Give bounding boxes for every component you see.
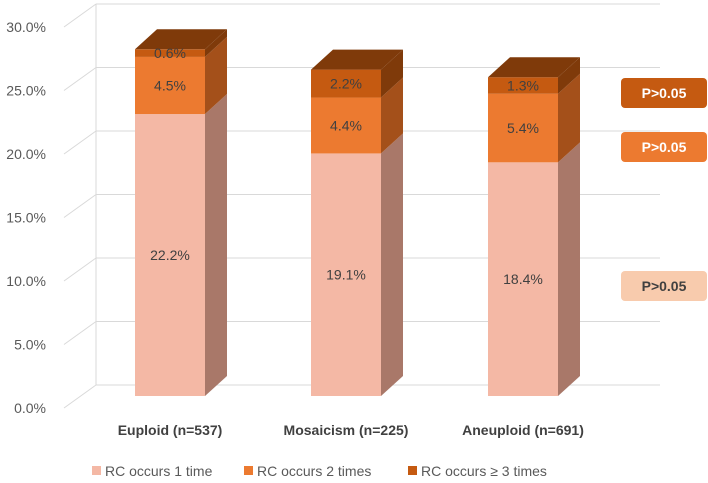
- gridline-depth: [63, 194, 97, 218]
- p-value-badge: [621, 271, 707, 301]
- bar-euploid-rc-occurs-2-times-side: [205, 36, 227, 115]
- data-label: 22.2%: [150, 247, 190, 263]
- bar-aneuploid-rc-occurs-3-times-front: [488, 77, 558, 94]
- y-tick-label: 10.0%: [6, 273, 46, 289]
- bar-euploid-rc-occurs-1-time-side: [205, 94, 227, 396]
- bar-mosaicism-rc-occurs-2-times-side: [381, 77, 403, 154]
- p-value-text: P>0.05: [642, 85, 687, 101]
- bar-euploid-rc-occurs-3-times-side: [205, 29, 227, 57]
- data-label: 5.4%: [507, 120, 539, 136]
- gridline-depth: [63, 3, 97, 28]
- bar-aneuploid-rc-occurs-3-times-side: [558, 57, 580, 94]
- p-value-badge: [621, 78, 707, 108]
- bar-aneuploid-rc-occurs-2-times-side: [558, 73, 580, 163]
- data-label: 2.2%: [330, 76, 362, 92]
- data-label: 0.6%: [154, 45, 186, 61]
- p-value-text: P>0.05: [642, 278, 687, 294]
- y-tick-label: 15.0%: [6, 210, 46, 226]
- data-label: 4.4%: [330, 117, 362, 133]
- bar-mosaicism-rc-occurs-3-times-top: [311, 49, 403, 70]
- legend-swatch-rc-occurs-3-times: [408, 466, 417, 475]
- bar-mosaicism-rc-occurs-3-times-side: [381, 49, 403, 98]
- legend-swatch-rc-occurs-2-times: [244, 466, 253, 475]
- y-tick-label: 25.0%: [6, 83, 46, 99]
- x-category-label: Euploid (n=537): [118, 422, 223, 438]
- gridline-depth: [63, 257, 97, 282]
- gridline-depth: [63, 321, 97, 345]
- legend-swatch-rc-occurs-1-time: [92, 466, 101, 475]
- x-category-label: Mosaicism (n=225): [284, 422, 409, 438]
- bar-mosaicism-rc-occurs-1-time-front: [311, 153, 381, 396]
- data-label: 4.5%: [154, 77, 186, 93]
- legend-label-rc-occurs-3-times: RC occurs ≥ 3 times: [421, 463, 547, 479]
- y-tick-label: 20.0%: [6, 146, 46, 162]
- bar-euploid-rc-occurs-3-times-front: [135, 49, 205, 57]
- bar-mosaicism-rc-occurs-3-times-front: [311, 69, 381, 98]
- data-label: 18.4%: [503, 271, 543, 287]
- gridline-depth: [63, 130, 97, 155]
- gridline-depth: [63, 384, 97, 409]
- y-tick-label: 0.0%: [14, 400, 46, 416]
- p-value-text: P>0.05: [642, 139, 687, 155]
- bar-aneuploid-rc-occurs-1-time-front: [488, 162, 558, 396]
- bar-mosaicism-rc-occurs-1-time-side: [381, 133, 403, 396]
- legend-label-rc-occurs-2-times: RC occurs 2 times: [257, 463, 371, 479]
- data-label: 1.3%: [507, 77, 539, 93]
- bar-aneuploid-rc-occurs-3-times-top: [488, 57, 580, 78]
- x-category-label: Aneuploid (n=691): [462, 422, 584, 438]
- data-label: 19.1%: [326, 267, 366, 283]
- bar-euploid-rc-occurs-3-times-top: [135, 29, 227, 50]
- bar-aneuploid-rc-occurs-1-time-side: [558, 142, 580, 396]
- y-tick-label: 30.0%: [6, 19, 46, 35]
- bar-euploid-rc-occurs-1-time-front: [135, 114, 205, 396]
- p-value-badge: [621, 132, 707, 162]
- bar-mosaicism-rc-occurs-2-times-front: [311, 97, 381, 154]
- bar-aneuploid-rc-occurs-2-times-front: [488, 93, 558, 163]
- bar-euploid-rc-occurs-2-times-front: [135, 56, 205, 115]
- gridline-depth: [63, 67, 97, 91]
- legend-label-rc-occurs-1-time: RC occurs 1 time: [105, 463, 213, 479]
- y-tick-label: 5.0%: [14, 337, 46, 353]
